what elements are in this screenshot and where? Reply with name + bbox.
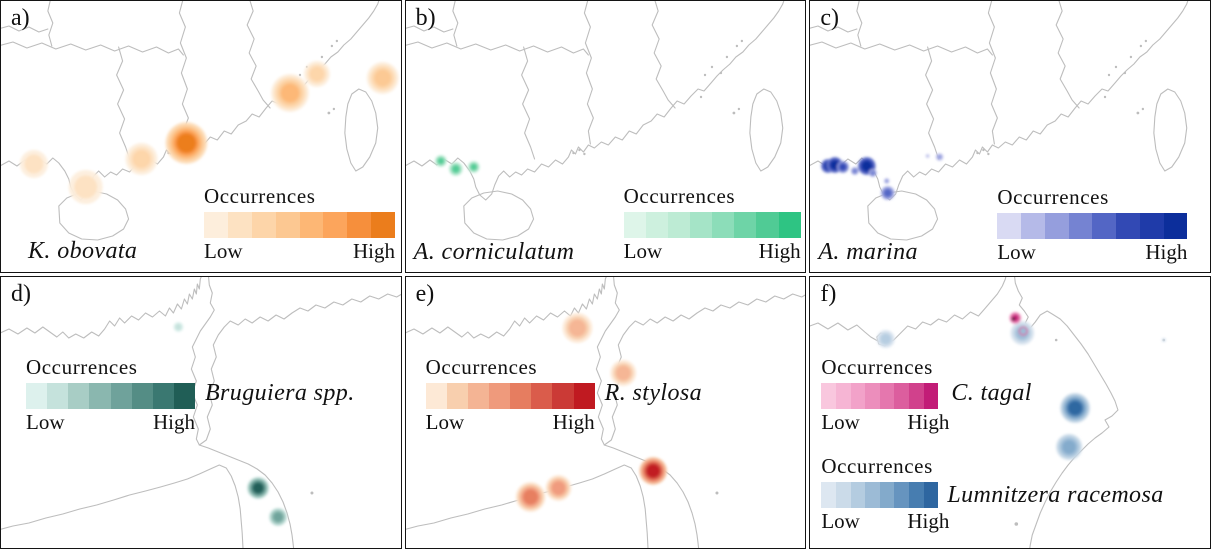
map-e	[405, 277, 806, 548]
occurrences-legend-c-tagal: Occurrences Low High	[821, 355, 949, 435]
high-label: High	[153, 410, 195, 435]
colorbar	[821, 383, 939, 410]
low-label: Low	[204, 239, 243, 264]
colorbar	[204, 212, 395, 239]
legend-title: Occurrences	[997, 185, 1109, 209]
map-c	[810, 1, 1190, 241]
colorbar	[623, 212, 801, 239]
occurrence-density-blobs	[821, 153, 944, 200]
panel-letter: e)	[415, 281, 435, 307]
panel-b: b) Occurrences Low High A. corniculatum	[404, 0, 807, 273]
occurrence-density-blobs	[434, 155, 480, 176]
high-label: High	[758, 239, 801, 264]
map-d	[1, 277, 401, 548]
panel-letter: b)	[415, 5, 436, 31]
legend-title: Occurrences	[623, 184, 736, 208]
low-label: Low	[26, 410, 65, 435]
panel-a: a) Occurrences Low High K. obovata	[0, 0, 402, 273]
low-label: Low	[821, 509, 860, 534]
panel-d: d) Occurrences Low High Bruguiera spp.	[0, 276, 402, 549]
low-label: Low	[623, 239, 663, 264]
high-label: High	[552, 410, 595, 435]
occurrences-legend: Occurrences Low High	[26, 355, 195, 435]
panel-letter: c)	[820, 5, 839, 31]
species-label: Bruguiera spp.	[205, 380, 355, 406]
panel-letter: d)	[11, 281, 31, 307]
map-b	[405, 1, 785, 241]
legend-title: Occurrences	[821, 355, 933, 379]
colorbar	[821, 482, 939, 509]
legend-title: Occurrences	[425, 355, 538, 379]
map-a	[1, 1, 399, 241]
species-label: K. obovata	[28, 238, 138, 264]
high-label: High	[353, 239, 395, 264]
legend-title: Occurrences	[204, 184, 316, 208]
low-label: Low	[997, 240, 1036, 265]
panel-letter: f)	[820, 281, 837, 307]
panel-c: c) Occurrences Low High A. marina	[809, 0, 1211, 273]
occurrences-legend: Occurrences Low High	[425, 355, 595, 435]
occurrences-legend: Occurrences Low High	[204, 184, 395, 264]
occurrence-density-blobs	[515, 313, 667, 512]
low-label: Low	[425, 410, 465, 435]
legend-title: Occurrences	[821, 454, 933, 478]
species-label: A. marina	[818, 239, 918, 265]
occurrences-legend: Occurrences Low High	[623, 184, 801, 264]
high-label: High	[1145, 240, 1188, 265]
panel-e: e) Occurrences Low High R. stylosa	[404, 276, 807, 549]
colorbar	[997, 213, 1188, 240]
low-label: Low	[821, 410, 860, 435]
occurrence-density-blobs	[173, 322, 288, 526]
species-label: R. stylosa	[604, 380, 702, 406]
panel-f: f) Occurrences Low High C. tagal Occurre…	[809, 276, 1211, 549]
legend-title: Occurrences	[26, 355, 138, 379]
high-label: High	[907, 410, 950, 435]
high-label: High	[907, 509, 950, 534]
occurrences-legend-lumnitzera: Occurrences Low High	[821, 454, 949, 534]
colorbar	[26, 383, 195, 410]
occurrence-density-blobs	[19, 61, 399, 204]
occurrences-legend: Occurrences Low High	[997, 185, 1188, 265]
map-f	[810, 277, 1167, 548]
species-label-lumnitzera: Lumnitzera racemosa	[947, 482, 1164, 508]
species-label-c-tagal: C. tagal	[951, 380, 1032, 406]
panel-letter: a)	[11, 5, 30, 31]
occurrence-density-blobs	[877, 312, 1167, 460]
colorbar	[425, 383, 595, 410]
species-label: A. corniculatum	[413, 239, 575, 265]
